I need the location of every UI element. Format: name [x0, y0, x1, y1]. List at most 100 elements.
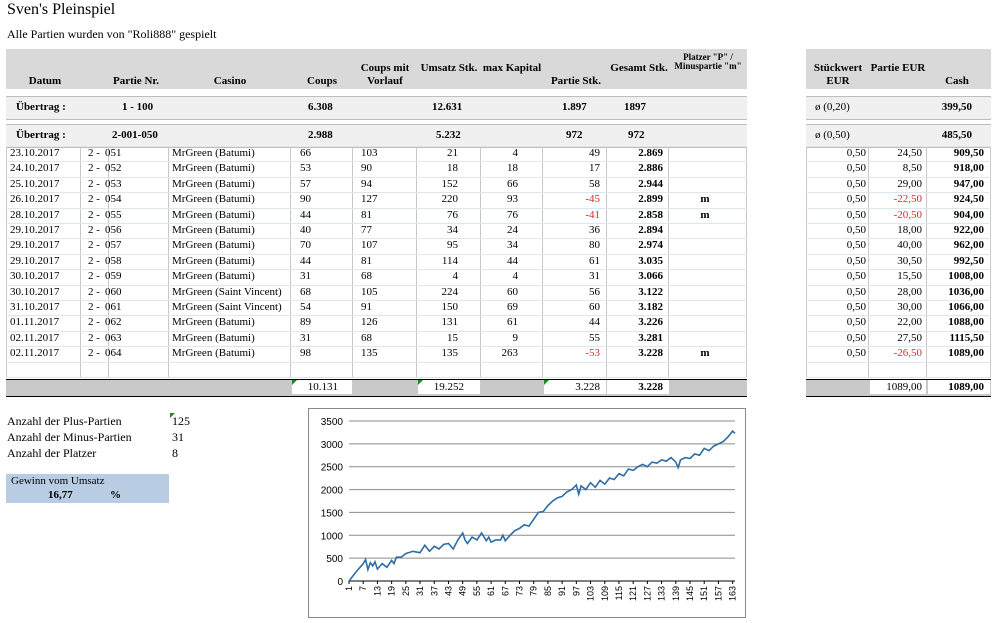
- cell-datum: 24.10.2017: [10, 162, 60, 175]
- row-divider: [6, 361, 747, 363]
- row-divider: [806, 315, 991, 317]
- cell-eur: 28,00: [897, 285, 922, 298]
- column-divider: [108, 146, 109, 377]
- cell-cash: 1089,00: [948, 347, 984, 360]
- column-divider: [926, 146, 927, 377]
- cell-stk: 44: [589, 316, 600, 329]
- y-tick-label: 2500: [321, 463, 344, 474]
- totals-cell-partie-stk: [544, 380, 606, 394]
- cell-p2: 060: [105, 285, 122, 298]
- cell-gesamt: 3.226: [638, 316, 663, 329]
- stat-platzer-value: 8: [172, 446, 178, 460]
- cell-vorlauf: 81: [361, 208, 372, 221]
- cell-casino: MrGreen (Batumi): [172, 331, 255, 344]
- cell-coups: 89: [300, 316, 311, 329]
- cell-stk: 49: [589, 147, 600, 159]
- cell-coups: 90: [300, 193, 311, 206]
- x-tick-label: 109: [600, 586, 610, 601]
- cell-vorlauf: 103: [361, 147, 378, 159]
- cell-eur: -26,50: [893, 347, 922, 360]
- cell-kapital: 18: [507, 162, 518, 175]
- cell-kapital: 24: [507, 224, 518, 236]
- cell-sw: 0,50: [846, 162, 866, 175]
- row-divider: [806, 284, 991, 286]
- cell-kapital: 9: [512, 331, 519, 344]
- cell-p2: 055: [105, 208, 122, 221]
- cell-eur: 30,50: [897, 254, 922, 267]
- x-tick-label: 133: [657, 586, 667, 601]
- cell-p1: 2 -: [88, 147, 100, 159]
- uebertrag-2-stueckwert: ø (0,50): [815, 129, 850, 141]
- cell-kapital: 76: [507, 208, 518, 221]
- x-tick-label: 91: [557, 586, 567, 596]
- cell-coups: 54: [300, 301, 311, 313]
- cell-vorlauf: 107: [361, 239, 378, 252]
- gewinn-label: Gewinn vom Umsatz: [11, 475, 105, 487]
- uebertrag-2-partie: 2-001-050: [112, 129, 158, 141]
- cell-umsatz: 224: [441, 285, 459, 298]
- cell-vorlauf: 68: [361, 270, 372, 283]
- cell-vorlauf: 91: [361, 301, 372, 313]
- cell-p2: 051: [105, 147, 122, 159]
- cell-p1: 2 -: [88, 347, 100, 360]
- header-partie-eur: Partie EUR: [870, 62, 926, 74]
- cell-cash: 924,50: [953, 193, 984, 206]
- cell-eur: 15,50: [897, 270, 922, 283]
- cell-p2: 056: [105, 224, 122, 236]
- column-divider: [416, 146, 417, 377]
- row-divider: [806, 361, 991, 363]
- cell-gesamt: 2.869: [638, 147, 663, 159]
- cell-casino: MrGreen (Batumi): [172, 254, 255, 267]
- row-divider: [6, 176, 747, 178]
- cell-sw: 0,50: [846, 193, 866, 206]
- uebertrag-2-cash: 485,50: [941, 129, 972, 141]
- cell-sw: 0,50: [846, 224, 866, 236]
- column-divider: [480, 146, 481, 377]
- cell-umsatz: 76: [447, 208, 458, 221]
- total-gesamt: 3.228: [638, 381, 663, 393]
- cell-datum: 01.11.2017: [10, 316, 60, 329]
- y-tick-label: 1500: [321, 508, 344, 519]
- cell-umsatz: 150: [441, 301, 459, 313]
- cell-p2: 052: [105, 162, 122, 175]
- cell-p1: 2 -: [88, 193, 100, 206]
- cell-sw: 0,50: [846, 239, 866, 252]
- cell-coups: 70: [300, 239, 311, 252]
- cell-coups: 98: [300, 347, 311, 360]
- column-divider: [746, 146, 747, 377]
- x-tick-label: 151: [699, 586, 709, 601]
- header-partie-stk: Partie Stk.: [550, 75, 602, 87]
- row-divider: [6, 192, 747, 194]
- cell-kapital: 263: [501, 347, 519, 360]
- cell-casino: MrGreen (Batumi): [172, 224, 255, 236]
- cell-datum: 29.10.2017: [10, 224, 60, 236]
- cell-umsatz: 18: [447, 162, 458, 175]
- header-partie-nr: Partie Nr.: [112, 75, 160, 87]
- cell-stk: 61: [589, 254, 600, 267]
- row-divider: [806, 238, 991, 240]
- cell-datum: 28.10.2017: [10, 208, 60, 221]
- cell-vorlauf: 68: [361, 331, 372, 344]
- comment-marker: [170, 413, 175, 418]
- cell-cash: 1036,00: [948, 285, 984, 298]
- cell-sw: 0,50: [846, 177, 866, 190]
- uebertrag-2-umsatz: 5.232: [436, 129, 461, 141]
- x-tick-label: 31: [415, 586, 425, 596]
- header-platzer: Platzer "P" / Minuspartie "m": [674, 52, 742, 71]
- cell-pm: m: [700, 208, 710, 221]
- cell-vorlauf: 105: [361, 285, 378, 298]
- cell-pm: m: [700, 347, 710, 360]
- uebertrag-2-label: Übertrag :: [16, 129, 66, 141]
- cell-cash: 947,00: [953, 177, 984, 190]
- cell-gesamt: 2.886: [638, 162, 663, 175]
- cell-cash: 909,50: [953, 147, 984, 159]
- cell-kapital: 44: [507, 254, 518, 267]
- row-divider: [6, 253, 747, 255]
- cell-eur: 8,50: [902, 162, 922, 175]
- cell-p2: 053: [105, 177, 122, 190]
- uebertrag-2-gesamt: 972: [628, 129, 645, 141]
- cell-p2: 064: [105, 347, 122, 360]
- y-tick-label: 3500: [321, 417, 344, 428]
- cell-stk: -41: [585, 208, 600, 221]
- cell-stk: 56: [589, 285, 600, 298]
